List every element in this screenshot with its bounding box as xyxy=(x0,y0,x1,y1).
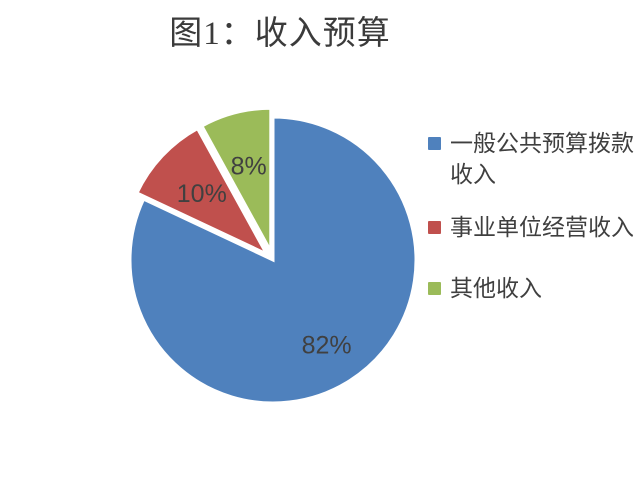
legend-swatch-green-icon xyxy=(428,282,441,295)
pie-slice-institution-operating-income[interactable] xyxy=(135,126,270,258)
legend-item-general-public-budget[interactable]: 一般公共预算拨款收入 xyxy=(428,128,644,190)
pie-slice-general-public-budget[interactable] xyxy=(128,115,418,405)
legend-item-other-income[interactable]: 其他收入 xyxy=(428,273,644,304)
legend-label-institution-operating-income: 事业单位经营收入 xyxy=(450,215,634,240)
legend-swatch-red-icon xyxy=(428,221,441,234)
chart-legend: 一般公共预算拨款收入 事业单位经营收入 其他收入 xyxy=(428,128,644,326)
legend-label-other-income: 其他收入 xyxy=(450,276,542,301)
pie-label-institution-operating-income: 10% xyxy=(177,180,227,208)
legend-label-general-public-budget: 一般公共预算拨款收入 xyxy=(450,131,634,187)
pie-plot-area: 82% 10% 8% xyxy=(0,90,430,450)
pie-label-general-public-budget: 82% xyxy=(302,332,352,360)
pie-slice-other-income[interactable] xyxy=(199,106,273,253)
chart-title: 图1：收入预算 xyxy=(169,16,391,52)
legend-swatch-blue-icon xyxy=(428,137,441,150)
legend-item-institution-operating-income[interactable]: 事业单位经营收入 xyxy=(428,212,644,243)
pie-label-other-income: 8% xyxy=(231,152,267,180)
pie-chart-svg: 82% 10% 8% xyxy=(128,106,418,405)
